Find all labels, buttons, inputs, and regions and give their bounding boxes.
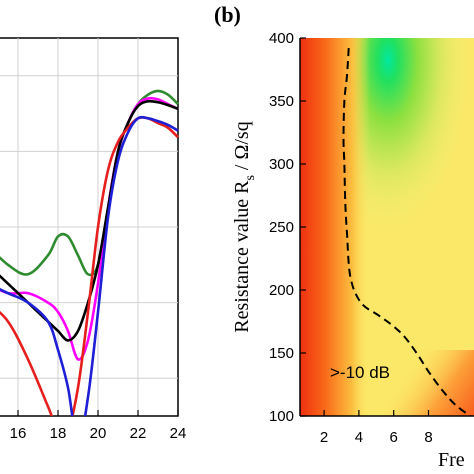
x-tick-label: 6 <box>390 429 398 446</box>
y-label-main: Resistance value R <box>231 180 253 333</box>
panel-b-heatmap <box>300 38 474 416</box>
panel-b-label: (b) <box>214 2 241 27</box>
panel-b-x-axis-label: Fre <box>438 449 465 471</box>
x-tick-label: 8 <box>424 429 432 446</box>
y-tick-label: 100 <box>269 408 294 425</box>
series-line-2 <box>0 96 179 361</box>
panel-b: (b) 100 150 200 250 300 350 400 2 4 6 8 >-10 dB Re… <box>214 2 474 471</box>
x-tick-label: 4 <box>355 429 363 446</box>
x-tick-label: 2 <box>320 429 328 446</box>
x-tick-label: 16 <box>10 425 27 442</box>
contour-minus-10db <box>342 48 473 416</box>
y-tick-label: 200 <box>269 282 294 299</box>
x-tick-label: 22 <box>130 425 147 442</box>
y-tick-label: 150 <box>269 345 294 362</box>
panel-b-ticks: 100 150 200 250 300 350 400 2 4 6 8 <box>269 30 433 446</box>
y-tick-label: 300 <box>269 156 294 173</box>
series-line-5 <box>0 115 179 416</box>
x-tick-label: 24 <box>170 425 187 442</box>
x-tick-label: 18 <box>50 425 67 442</box>
y-label-sub: s <box>243 175 258 180</box>
y-label-unit: / Ω/sq <box>231 121 253 175</box>
y-tick-label: 350 <box>269 93 294 110</box>
x-tick-label: 20 <box>90 425 107 442</box>
y-tick-label: 400 <box>269 30 294 47</box>
panel-a-x-ticks: 16 18 20 22 24 <box>10 410 187 442</box>
svg-text:Resistance value Rs / Ω/sq: Resistance value Rs / Ω/sq <box>231 121 258 332</box>
y-tick-label: 250 <box>269 219 294 236</box>
panel-b-y-axis-label: Resistance value Rs / Ω/sq <box>231 121 258 332</box>
panel-a-series <box>0 89 179 416</box>
annotation-minus-10db: >-10 dB <box>330 363 390 382</box>
panel-a: 16 18 20 22 24 <box>0 37 187 442</box>
panel-a-grid <box>0 38 178 416</box>
